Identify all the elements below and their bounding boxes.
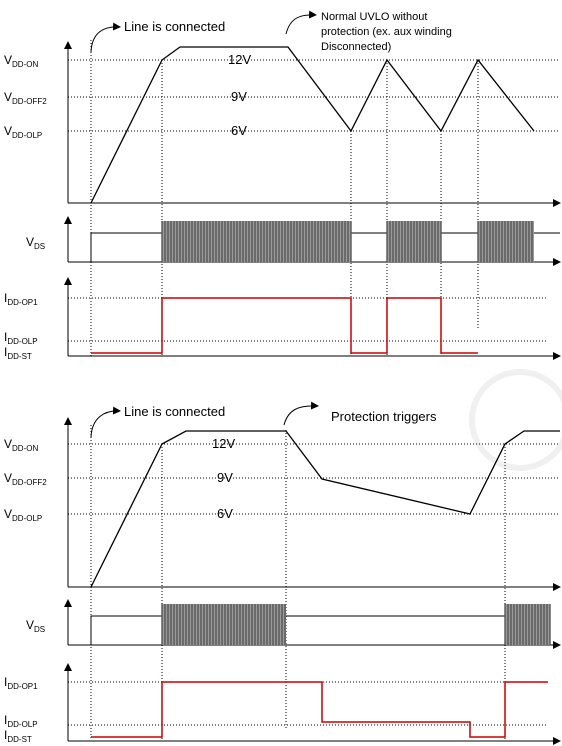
bottom-line-connected-text: Line is connected xyxy=(124,404,225,419)
bottom-protection-text: Protection triggers xyxy=(331,409,437,424)
top-voltage-12v: 12V xyxy=(228,52,251,67)
top-vds-switching-burst-3 xyxy=(477,221,534,262)
top-label-idd-olp: IDD-OLP xyxy=(4,330,38,346)
bottom-panel: VDD-ON VDD-OFF2 VDD-OLP 12V 9V 6V Line i… xyxy=(4,401,561,745)
top-label-idd-op1: IDD-OP1 xyxy=(4,291,38,307)
bottom-label-vdd-on: VDD-ON xyxy=(4,437,38,453)
bottom-vds-switching-burst-2 xyxy=(504,604,551,645)
bottom-voltage-9v: 9V xyxy=(217,470,233,485)
top-voltage-6v: 6V xyxy=(231,123,247,138)
top-vds-high-1 xyxy=(90,232,162,262)
watermark-logo xyxy=(469,369,562,471)
top-idd-waveform xyxy=(91,297,478,354)
switching-burst-fill xyxy=(505,604,550,645)
top-uvlo-text-1: Normal UVLO without xyxy=(321,11,427,23)
top-label-vdd-olp: VDD-OLP xyxy=(4,124,42,140)
top-panel: VDD-ON VDD-OFF2 VDD-OLP 12V 9V 6V Line i… xyxy=(4,10,561,361)
top-uvlo-text-2: protection (ex. aux winding xyxy=(321,26,452,38)
bottom-vds-switching-burst-1 xyxy=(161,604,286,645)
top-label-vdd-on: VDD-ON xyxy=(4,53,38,69)
top-uvlo-arrow xyxy=(285,10,317,35)
bottom-label-idd-op1: IDD-OP1 xyxy=(4,675,38,691)
top-vdd-waveform xyxy=(90,46,535,204)
top-line-connected-arrow xyxy=(90,22,121,53)
bottom-idd-waveform xyxy=(91,681,548,738)
bottom-label-idd-olp: IDD-OLP xyxy=(4,713,38,729)
bottom-label-vdd-off2: VDD-OFF2 xyxy=(4,471,47,487)
bottom-label-vds: VDS xyxy=(26,618,45,634)
top-uvlo-text-3: Disconnected) xyxy=(321,41,391,53)
bottom-vdd-waveform xyxy=(90,430,560,588)
top-line-connected-text: Line is connected xyxy=(124,19,225,34)
top-vds-switching-burst-1 xyxy=(161,221,352,262)
top-vds-switching-burst-2 xyxy=(386,221,442,262)
bottom-label-idd-st: IDD-ST xyxy=(4,728,32,744)
top-label-idd-st: IDD-ST xyxy=(4,345,32,361)
bottom-line-connected-arrow xyxy=(90,406,121,438)
bottom-label-vdd-olp: VDD-OLP xyxy=(4,507,42,523)
switching-burst-fill xyxy=(162,221,351,262)
top-label-vdd-off2: VDD-OFF2 xyxy=(4,90,47,106)
bottom-voltage-6v: 6V xyxy=(217,506,233,521)
bottom-voltage-12v: 12V xyxy=(212,436,235,451)
top-voltage-9v: 9V xyxy=(231,89,247,104)
bottom-protection-arrow xyxy=(283,401,319,426)
top-label-vds: VDS xyxy=(26,235,45,251)
bottom-vds-high-1 xyxy=(90,615,162,645)
